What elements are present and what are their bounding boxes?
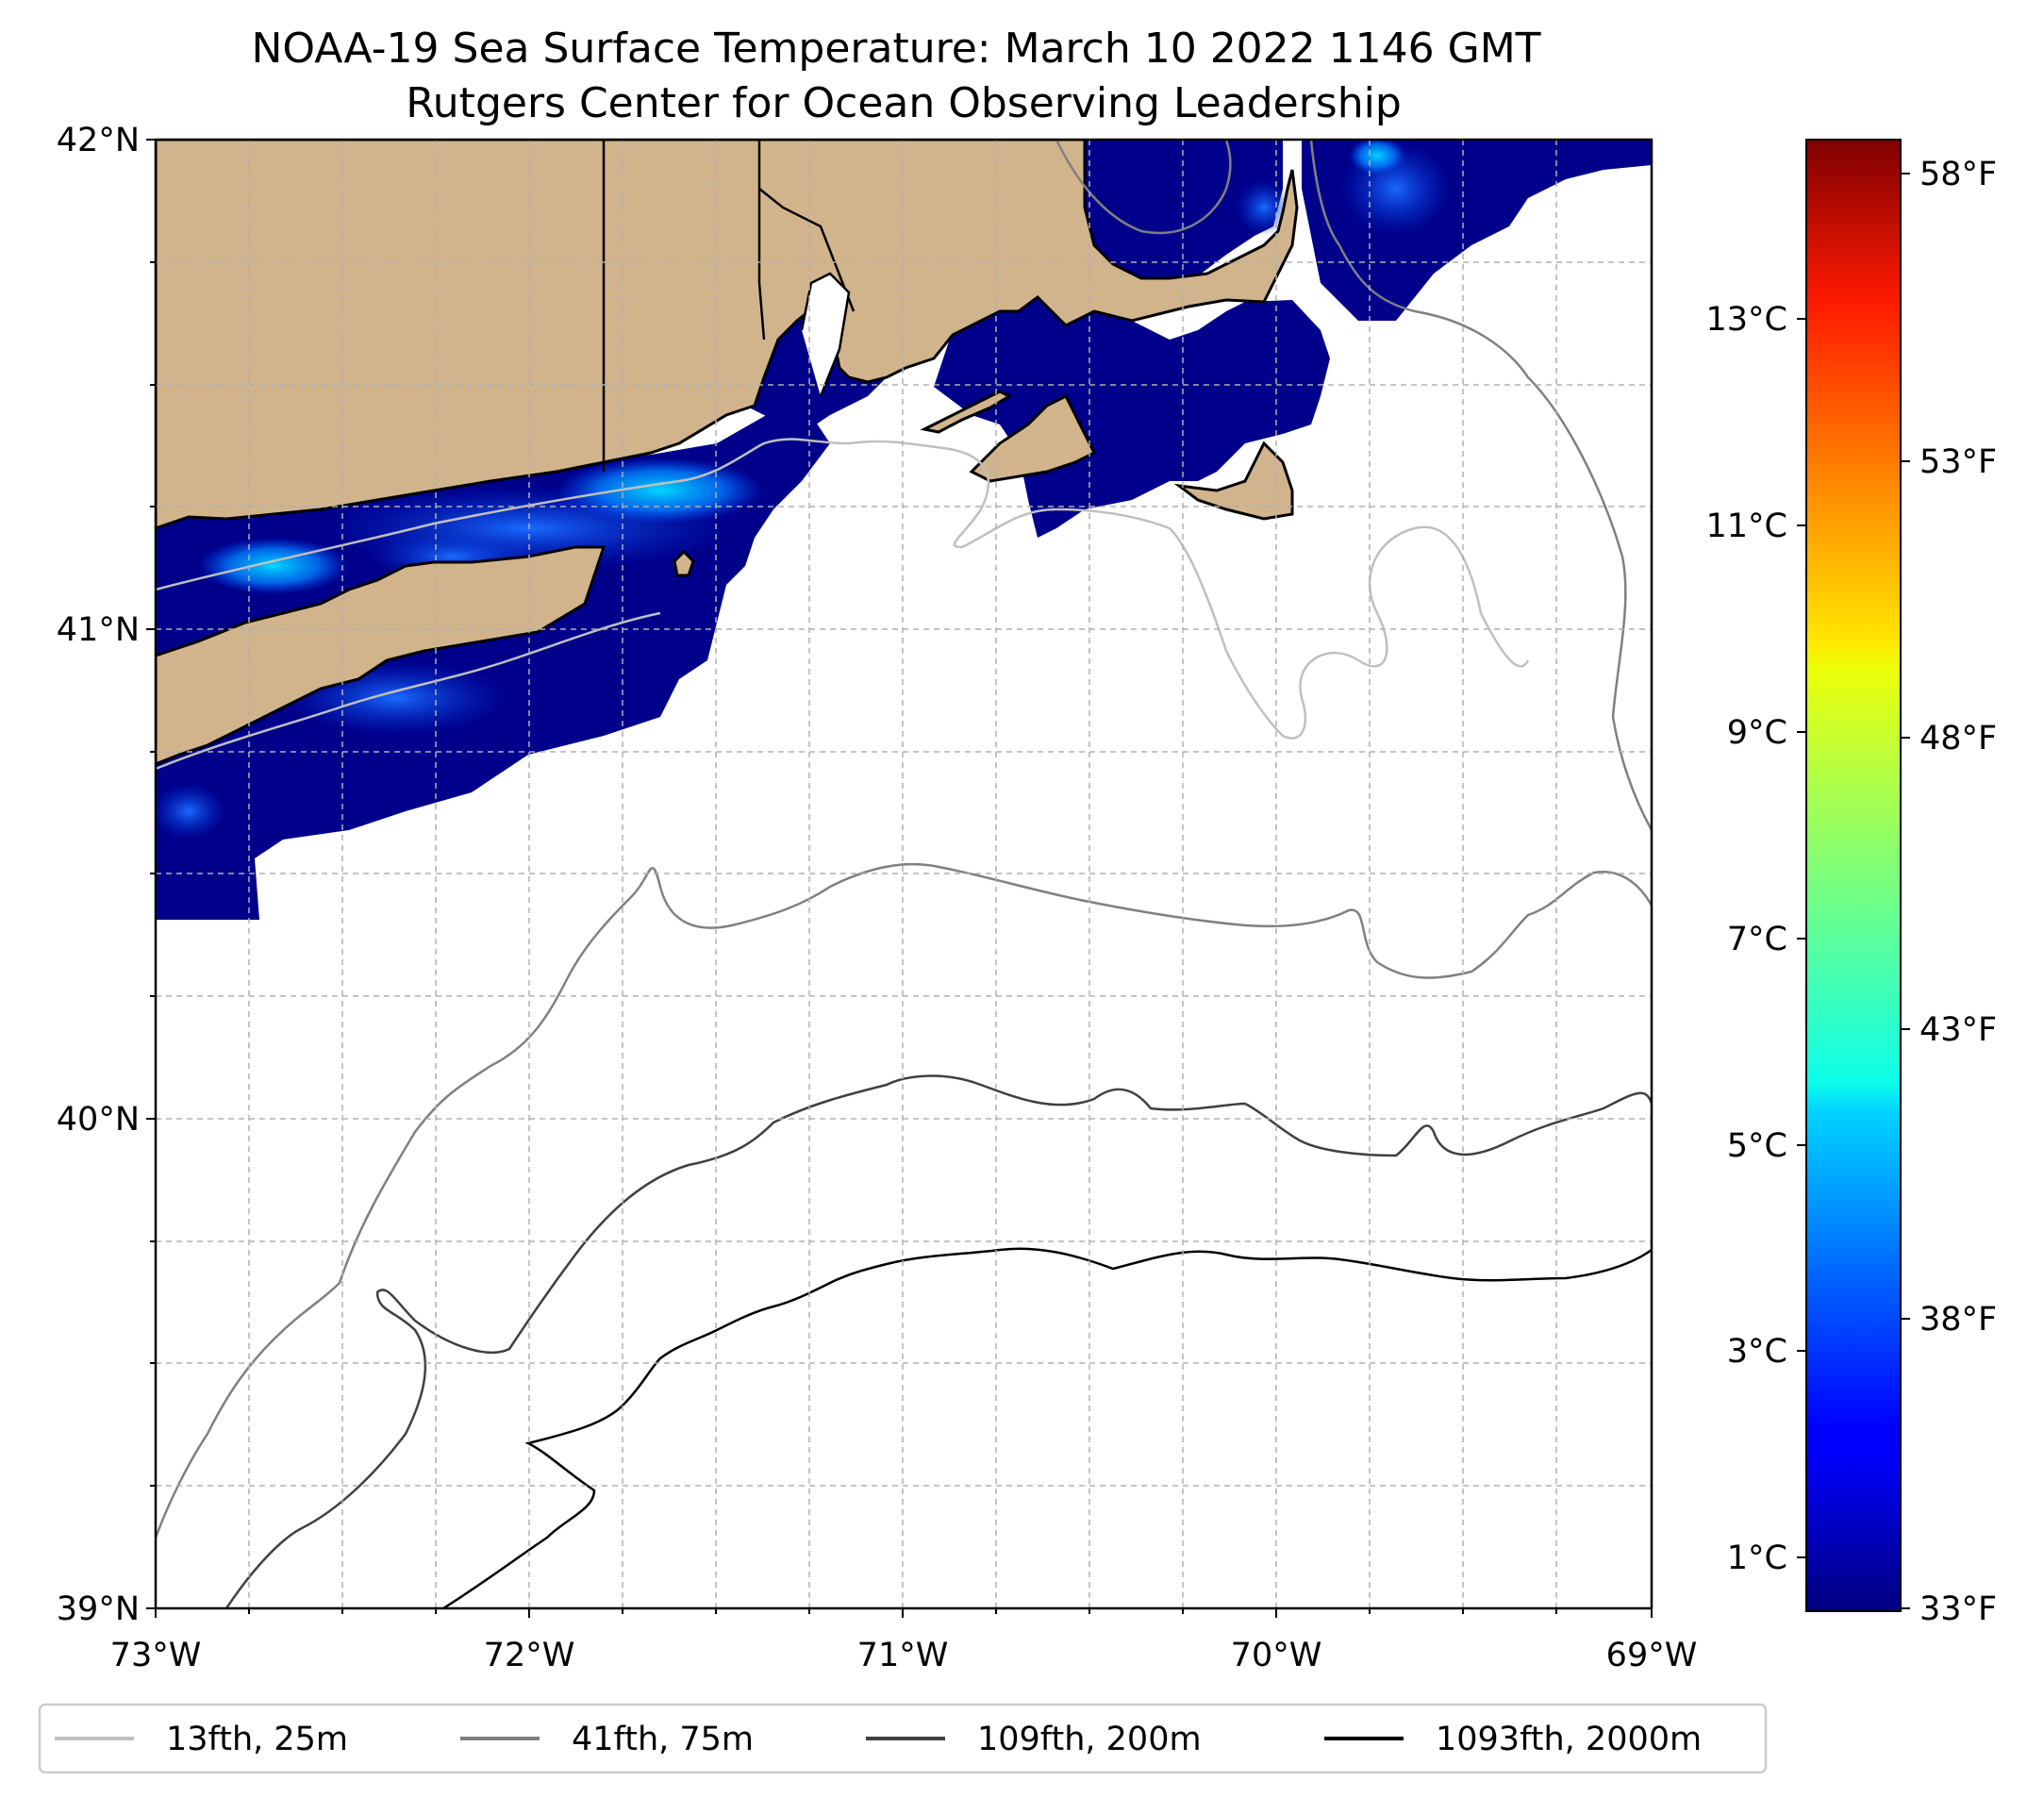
sst-warm-patch-2: [557, 458, 764, 524]
isobath-75m: [156, 862, 1652, 1539]
axis-ticks: [146, 139, 1653, 1618]
colorbar-celsius-label: 1°C: [1727, 1539, 1787, 1577]
lat-tick-label: 39°N: [57, 1590, 140, 1628]
land-long-island: [156, 545, 607, 766]
colorbar-fahrenheit-label: 53°F: [1919, 443, 1997, 481]
figure-title-line1: NOAA-19 Sea Surface Temperature: March 1…: [251, 25, 1540, 73]
map-panel: [156, 140, 1652, 1608]
land-martha-vineyard: [969, 393, 1097, 483]
lon-tick-label: 72°W: [484, 1637, 575, 1674]
colorbar-fahrenheit-label: 43°F: [1919, 1011, 1997, 1049]
legend-label: 109fth, 200m: [977, 1721, 1202, 1758]
colorbar-celsius-label: 5°C: [1727, 1127, 1787, 1165]
isobath-75m-north: [1309, 140, 1652, 831]
isobath-25m: [156, 438, 1530, 740]
legend-label: 13fth, 25m: [166, 1721, 348, 1758]
sst-warm-patch-gom-2: [1236, 179, 1292, 236]
state-border-ri-ma: [758, 188, 856, 312]
gridlines: [156, 140, 1652, 1608]
isobath-200m: [224, 1074, 1652, 1608]
lon-tick-label: 73°W: [110, 1637, 202, 1674]
lat-tick-label: 42°N: [57, 122, 140, 159]
colorbar-celsius-label: 3°C: [1727, 1333, 1787, 1371]
lon-tick-label: 70°W: [1231, 1637, 1322, 1674]
sst-warm-patch-5: [156, 783, 226, 840]
sst-warm-patch-3: [198, 538, 349, 594]
land-new-england: [156, 140, 1299, 530]
colorbar-fahrenheit-label: 48°F: [1919, 720, 1997, 757]
colorbar-celsius-label: 7°C: [1727, 921, 1787, 958]
lat-tick-label: 40°N: [57, 1101, 140, 1139]
colorbar: 13°C 11°C 9°C 7°C 5°C 3°C 1°C 58°F 53°F …: [1706, 139, 1997, 1628]
colorbar-gradient: [1805, 139, 1902, 1612]
lon-tick-label: 69°W: [1606, 1637, 1698, 1674]
colorbar-celsius-label: 9°C: [1727, 714, 1787, 752]
land-narragansett-bay: [800, 272, 851, 397]
isobath-75m-gom: [1055, 140, 1232, 235]
land-nantucket: [1173, 441, 1294, 521]
sst-field-cape-cod-bay: [1085, 140, 1283, 292]
legend-label: 1093fth, 2000m: [1436, 1721, 1702, 1758]
land-elizabeth-islands: [920, 390, 1013, 434]
colorbar-fahrenheit-label: 58°F: [1919, 156, 1997, 193]
figure-title-line2: Rutgers Center for Ocean Observing Leade…: [406, 79, 1402, 127]
colorbar-fahrenheit-label: 33°F: [1919, 1590, 1997, 1628]
land-block-island: [673, 549, 695, 577]
isobath-2000m: [442, 1247, 1652, 1608]
isobath-25m-b: [156, 611, 661, 771]
colorbar-celsius-label: 11°C: [1706, 507, 1787, 545]
state-border-ct-ri: [757, 140, 766, 341]
lon-tick-label: 71°W: [857, 1637, 949, 1674]
colorbar-fahrenheit-label: 38°F: [1919, 1301, 1997, 1339]
legend-label: 41fth, 75m: [572, 1721, 754, 1758]
lat-tick-label: 41°N: [57, 611, 140, 649]
sst-warm-patch-gom-3: [1349, 140, 1405, 175]
colorbar-celsius-label: 13°C: [1706, 301, 1787, 339]
legend: 13fth, 25m 41fth, 75m 109fth, 200m 1093f…: [38, 1703, 1768, 1774]
